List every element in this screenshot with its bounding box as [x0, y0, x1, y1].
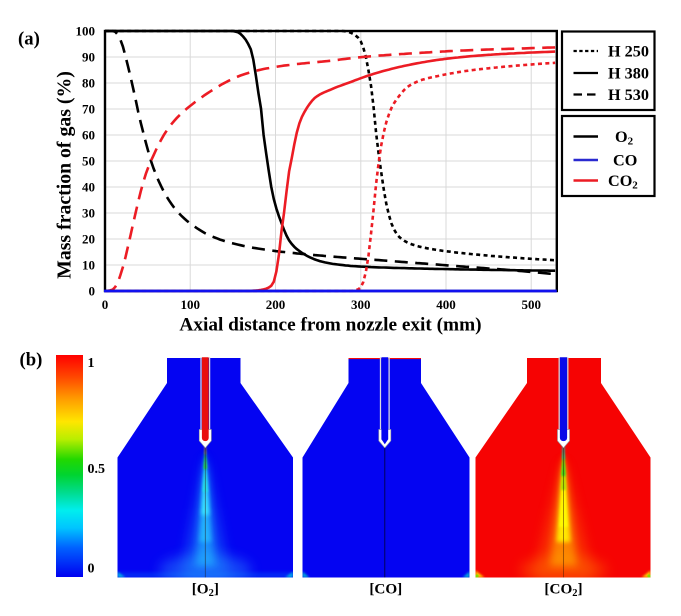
svg-text:80: 80 [82, 76, 95, 91]
svg-text:20: 20 [82, 232, 95, 247]
svg-text:Mass fraction of gas (%): Mass fraction of gas (%) [54, 71, 76, 279]
svg-text:1: 1 [88, 356, 95, 371]
svg-text:40: 40 [82, 180, 95, 195]
svg-text:CO2: CO2 [608, 172, 638, 192]
svg-text:50: 50 [82, 154, 95, 169]
svg-text:70: 70 [82, 102, 95, 117]
svg-text:[CO]: [CO] [369, 581, 402, 598]
svg-text:[CO2]: [CO2] [544, 581, 582, 599]
svg-text:H 530: H 530 [608, 86, 649, 104]
svg-text:0.5: 0.5 [88, 462, 106, 477]
svg-text:(a): (a) [18, 29, 40, 50]
svg-text:0: 0 [102, 297, 109, 312]
svg-text:200: 200 [266, 297, 286, 312]
svg-text:H 250: H 250 [608, 43, 649, 61]
svg-text:60: 60 [82, 128, 95, 143]
svg-text:90: 90 [82, 50, 95, 65]
svg-text:CO: CO [613, 152, 637, 170]
svg-text:30: 30 [82, 206, 95, 221]
svg-text:100: 100 [76, 24, 96, 39]
svg-text:[O2]: [O2] [192, 581, 219, 599]
svg-text:300: 300 [351, 297, 371, 312]
svg-text:400: 400 [436, 297, 456, 312]
svg-text:500: 500 [521, 297, 541, 312]
svg-text:10: 10 [82, 258, 95, 273]
svg-text:0: 0 [89, 284, 96, 299]
svg-text:0: 0 [88, 562, 95, 577]
svg-text:H 380: H 380 [608, 65, 649, 83]
svg-text:(b): (b) [20, 350, 43, 371]
svg-text:100: 100 [180, 297, 200, 312]
svg-text:Axial distance from nozzle exi: Axial distance from nozzle exit (mm) [179, 315, 481, 336]
